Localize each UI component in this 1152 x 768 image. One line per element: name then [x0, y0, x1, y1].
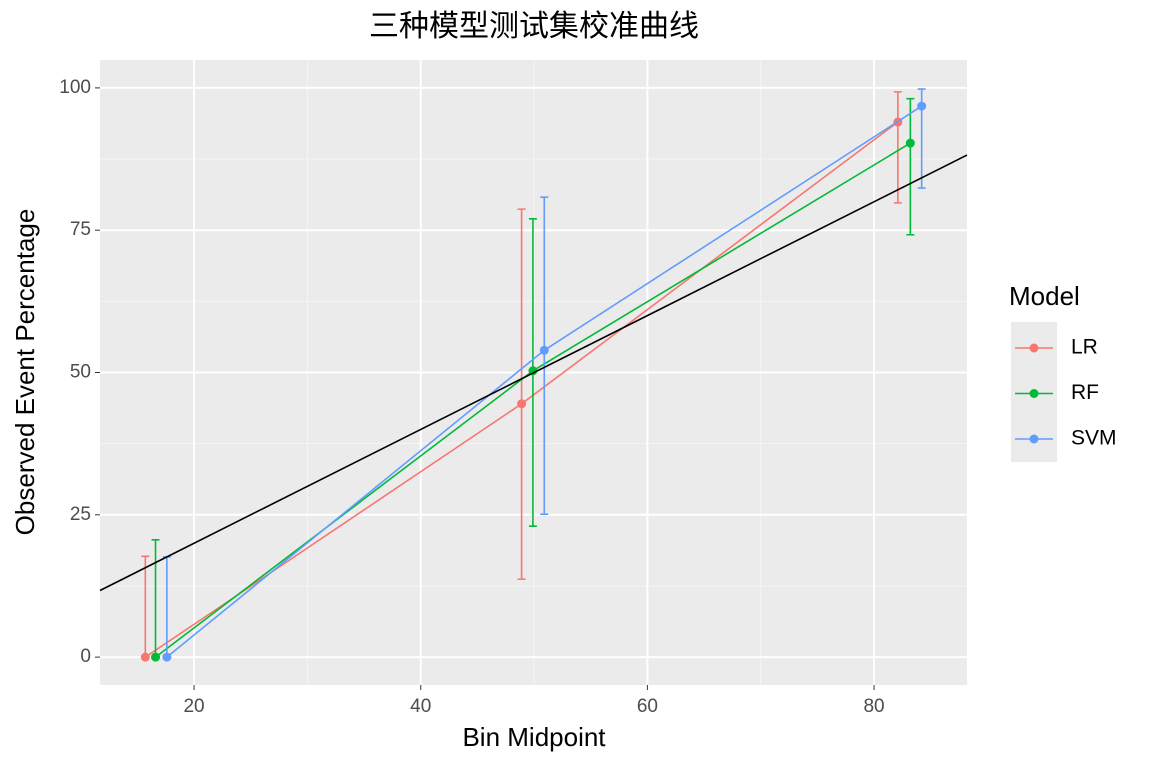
x-axis-label: Bin Midpoint: [462, 722, 606, 752]
point: [162, 652, 172, 662]
legend-title: Model: [1009, 281, 1080, 311]
legend-label: SVM: [1071, 427, 1117, 450]
legend-key-point: [1029, 389, 1039, 398]
legend-key-point: [1029, 343, 1039, 353]
reference-line: [99, 154, 968, 592]
grid: [100, 60, 967, 685]
error-bar: [906, 97, 915, 236]
y-axis-label: Observed Event Percentage: [10, 209, 40, 536]
y-tick-label: 25: [70, 504, 91, 525]
y-tick-label: 100: [59, 77, 91, 98]
point: [539, 345, 549, 355]
marks: [99, 88, 968, 662]
point: [917, 101, 927, 111]
y-tick-label: 50: [70, 362, 91, 383]
point: [151, 652, 161, 662]
point: [528, 366, 538, 376]
x-tick-label: 80: [863, 696, 884, 717]
point: [140, 652, 150, 662]
legend-key-point: [1029, 434, 1039, 444]
error-bar: [893, 91, 902, 204]
point: [517, 399, 527, 409]
legend-label: RF: [1071, 381, 1099, 404]
x-tick-label: 40: [410, 696, 431, 717]
legend-label: LR: [1071, 336, 1098, 359]
error-bar: [540, 196, 549, 516]
chart-title: 三种模型测试集校准曲线: [369, 10, 699, 43]
error-bar: [517, 208, 526, 580]
y-tick-label: 75: [70, 219, 91, 240]
x-tick-label: 60: [637, 696, 658, 717]
x-tick-label: 20: [183, 696, 204, 717]
point: [905, 138, 915, 148]
y-tick-label: 0: [80, 646, 91, 667]
